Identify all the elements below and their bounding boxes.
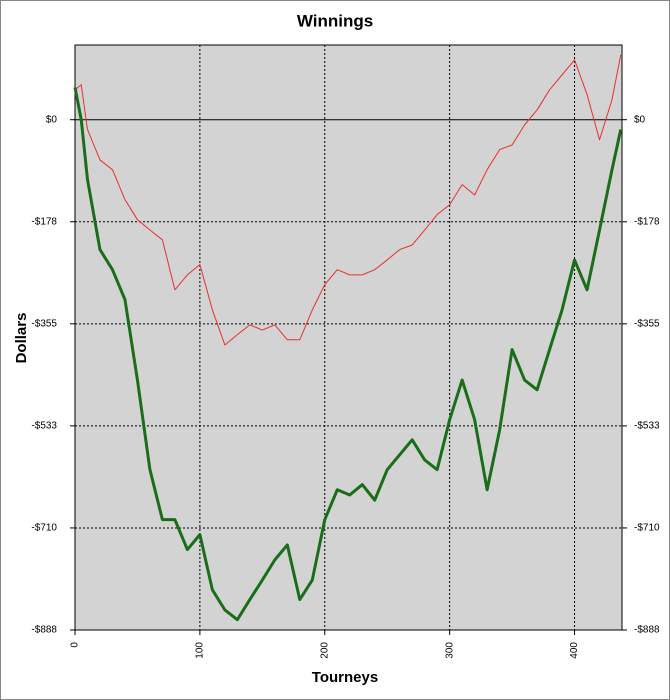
y2-tick-label: $0 (634, 114, 646, 125)
x-tick-label: 0 (70, 642, 81, 648)
x-axis-title: Tourneys (312, 669, 378, 686)
x-tick-label: 100 (195, 642, 206, 659)
y2-tick-label: -$533 (634, 421, 660, 432)
y2-tick-label: -$178 (634, 216, 660, 227)
y2-tick-label: -$710 (634, 523, 660, 534)
y-tick-label: -$178 (31, 216, 57, 227)
y-tick-label: -$355 (31, 318, 57, 329)
series-line (74, 54, 622, 346)
y-tick-label: -$888 (31, 625, 57, 636)
plot-area (75, 45, 622, 630)
x-tick-label: 300 (444, 642, 455, 659)
y-axis-title: Dollars (13, 313, 30, 364)
x-tick-label: 200 (319, 642, 330, 659)
y-tick-label: -$533 (31, 421, 57, 432)
y2-tick-label: -$355 (634, 318, 660, 329)
y2-tick-label: -$888 (634, 625, 660, 636)
y-tick-label: -$710 (31, 523, 57, 534)
chart-title: Winnings (297, 11, 373, 30)
series-line (73, 87, 623, 622)
y-tick-label: $0 (46, 114, 58, 125)
plot-border (74, 44, 623, 631)
x-tick-label: 400 (569, 642, 580, 659)
